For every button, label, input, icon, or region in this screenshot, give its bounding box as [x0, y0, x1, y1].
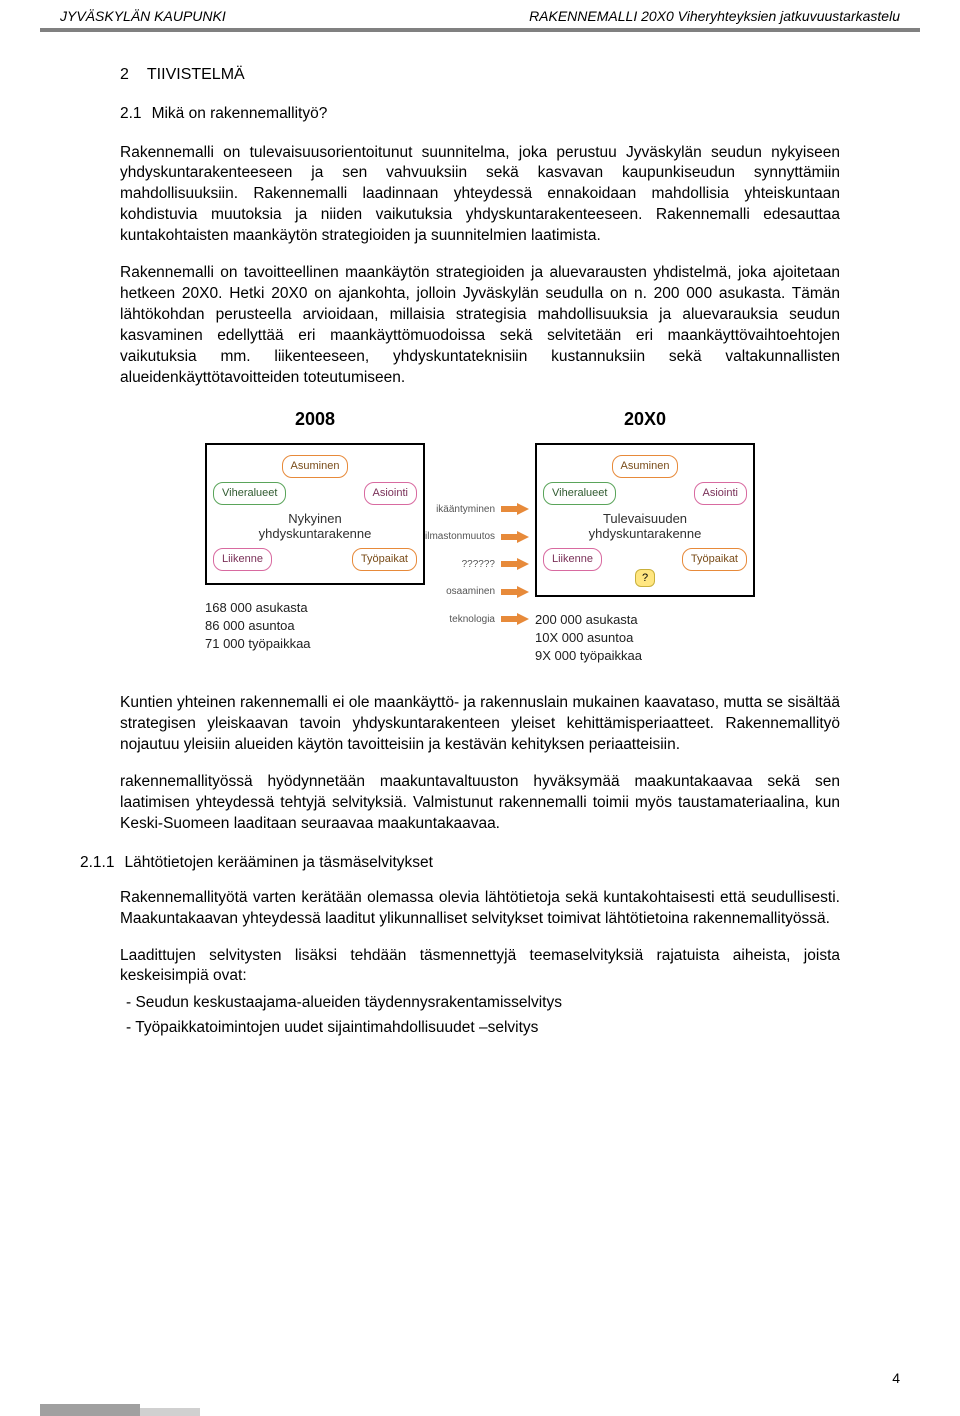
paragraph-2: Rakennemalli on tavoitteellinen maankäyt…: [120, 263, 840, 389]
stats-2008: 168 000 asukasta 86 000 asuntoa 71 000 t…: [205, 599, 425, 654]
footer-shade-2: [140, 1408, 200, 1416]
year-2008: 2008: [205, 407, 425, 431]
chip-asuminen-l: Asuminen: [282, 455, 349, 478]
diagram-left: 2008 Asuminen Viheralueet Asiointi Nykyi…: [205, 407, 425, 654]
conn-2: ??????: [425, 558, 535, 572]
sub2-num: 2.1.1: [80, 853, 114, 874]
paragraph-4: rakennemallityössä hyödynnetään maakunta…: [120, 772, 840, 835]
conn-label-2: ??????: [425, 558, 495, 572]
box-2008: Asuminen Viheralueet Asiointi Nykyinen y…: [205, 443, 425, 585]
footer-shade-1: [40, 1404, 140, 1416]
qmark-chip: ?: [635, 569, 655, 587]
stat-l2: 86 000 asuntoa: [205, 617, 425, 635]
sub-title: Mikä on rakennemallityö?: [152, 104, 328, 125]
structure-diagram: 2008 Asuminen Viheralueet Asiointi Nykyi…: [120, 407, 840, 666]
section-2-1-heading: 2.1 Mikä on rakennemallityö?: [120, 104, 840, 125]
stats-20x0: 200 000 asukasta 10X 000 asuntoa 9X 000 …: [535, 611, 755, 666]
conn-0: ikääntyminen: [425, 503, 535, 517]
conn-label-0: ikääntyminen: [425, 503, 495, 517]
center-text-l: Nykyinen yhdyskuntarakenne: [213, 511, 417, 542]
diagram-right: 20X0 Asuminen Viheralueet Asiointi Tulev…: [535, 407, 755, 666]
footer-bar: [0, 1388, 960, 1416]
chip-tyopaikat-l: Työpaikat: [352, 548, 417, 571]
conn-label-4: teknologia: [425, 613, 495, 627]
stat-l3: 71 000 työpaikkaa: [205, 635, 425, 653]
diagram-connectors: ikääntyminen ilmastonmuutos ?????? osaam…: [425, 503, 535, 627]
bullet-2: Työpaikkatoimintojen uudet sijaintimahdo…: [140, 1018, 840, 1039]
chip-asiointi-r: Asiointi: [694, 482, 747, 505]
conn-1: ilmastonmuutos: [425, 530, 535, 544]
sub-num: 2.1: [120, 104, 142, 125]
arrow-icon: [501, 531, 529, 543]
content-area: 2 TIIVISTELMÄ 2.1 Mikä on rakennemallity…: [0, 32, 960, 1083]
stat-l1: 168 000 asukasta: [205, 599, 425, 617]
arrow-icon: [501, 503, 529, 515]
page-header: JYVÄSKYLÄN KAUPUNKI RAKENNEMALLI 20X0 Vi…: [0, 0, 960, 28]
header-left: JYVÄSKYLÄN KAUPUNKI: [60, 8, 226, 24]
page: JYVÄSKYLÄN KAUPUNKI RAKENNEMALLI 20X0 Vi…: [0, 0, 960, 1416]
chip-asuminen-r: Asuminen: [612, 455, 679, 478]
bullet-list: Seudun keskustaajama-alueiden täydennysr…: [140, 993, 840, 1039]
section-title: TIIVISTELMÄ: [147, 64, 245, 86]
section-2-1-1-heading: 2.1.1 Lähtötietojen kerääminen ja täsmäs…: [80, 853, 840, 874]
paragraph-3: Kuntien yhteinen rakennemalli ei ole maa…: [120, 693, 840, 756]
conn-4: teknologia: [425, 613, 535, 627]
conn-3: osaaminen: [425, 585, 535, 599]
center-l2: yhdyskuntarakenne: [259, 526, 372, 541]
center-r1: Tulevaisuuden: [603, 511, 687, 526]
chip-liikenne-r: Liikenne: [543, 548, 602, 571]
chip-liikenne-l: Liikenne: [213, 548, 272, 571]
paragraph-1: Rakennemalli on tulevaisuusorientoitunut…: [120, 143, 840, 248]
stat-r2: 10X 000 asuntoa: [535, 629, 755, 647]
chip-viheralueet-l: Viheralueet: [213, 482, 286, 505]
stat-r3: 9X 000 työpaikkaa: [535, 647, 755, 665]
center-text-r: Tulevaisuuden yhdyskuntarakenne: [543, 511, 747, 542]
arrow-icon: [501, 586, 529, 598]
arrow-icon: [501, 613, 529, 625]
box-20x0: Asuminen Viheralueet Asiointi Tulevaisuu…: [535, 443, 755, 597]
year-20x0: 20X0: [535, 407, 755, 431]
paragraph-5: Rakennemallityötä varten kerätään olemas…: [120, 888, 840, 930]
conn-label-3: osaaminen: [425, 585, 495, 599]
page-number: 4: [892, 1370, 900, 1386]
arrow-icon: [501, 558, 529, 570]
bullet-1: Seudun keskustaajama-alueiden täydennysr…: [140, 993, 840, 1014]
header-right: RAKENNEMALLI 20X0 Viheryhteyksien jatkuv…: [529, 8, 900, 24]
sub2-title: Lähtötietojen kerääminen ja täsmäselvity…: [124, 853, 432, 874]
section-num: 2: [120, 64, 129, 86]
section-2-heading: 2 TIIVISTELMÄ: [120, 64, 840, 86]
center-l1: Nykyinen: [288, 511, 341, 526]
chip-asiointi-l: Asiointi: [364, 482, 417, 505]
conn-label-1: ilmastonmuutos: [425, 530, 495, 544]
paragraph-6: Laadittujen selvitysten lisäksi tehdään …: [120, 946, 840, 988]
chip-tyopaikat-r: Työpaikat: [682, 548, 747, 571]
chip-viheralueet-r: Viheralueet: [543, 482, 616, 505]
center-r2: yhdyskuntarakenne: [589, 526, 702, 541]
stat-r1: 200 000 asukasta: [535, 611, 755, 629]
